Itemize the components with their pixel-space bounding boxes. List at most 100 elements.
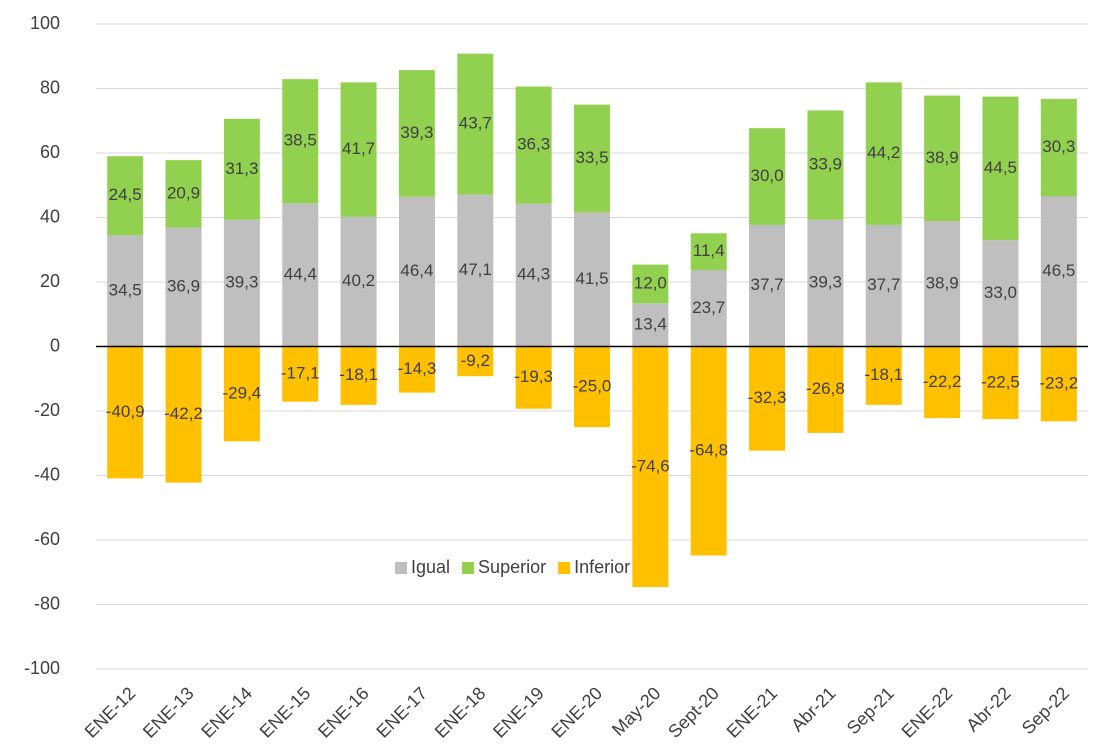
data-label: 33,9 <box>809 155 842 174</box>
bar-segment <box>632 346 669 588</box>
bar-segment <box>223 118 260 220</box>
y-tick-label: -60 <box>34 529 60 549</box>
bar-segment <box>924 95 961 222</box>
bar-segment <box>282 346 319 402</box>
bar-segment <box>515 86 552 204</box>
bar-segment <box>807 346 844 433</box>
data-label: 24,5 <box>109 185 142 204</box>
legend-swatch <box>462 562 475 574</box>
x-tick-label: Abr-22 <box>962 683 1014 735</box>
data-label: -23,2 <box>1039 373 1078 392</box>
y-tick-label: -100 <box>24 658 60 678</box>
bar-segment <box>340 82 377 217</box>
data-label: -40,9 <box>106 402 145 421</box>
bar-segment <box>340 346 377 405</box>
data-label: 40,2 <box>342 271 375 290</box>
x-tick-label: ENE-12 <box>81 683 140 742</box>
x-tick-label: ENE-21 <box>723 683 782 742</box>
data-label: -9,2 <box>461 351 490 370</box>
bar-segment <box>574 346 610 428</box>
bar-segment <box>165 346 202 483</box>
y-tick-label: 20 <box>40 271 60 291</box>
bar-segment <box>340 216 377 347</box>
bar-segment <box>457 346 494 377</box>
x-tick-label: ENE-19 <box>489 683 548 742</box>
bar-segment <box>982 346 1019 420</box>
x-tick-label: Sept-20 <box>664 683 723 742</box>
bar-segment <box>223 219 260 347</box>
data-label: 23,7 <box>692 298 725 317</box>
legend: Igual Superior Inferior <box>395 557 630 577</box>
y-tick-label: 40 <box>40 206 60 226</box>
bar-segment <box>574 212 610 347</box>
y-tick-label: -20 <box>34 400 60 420</box>
x-tick-label: ENE-16 <box>314 683 373 742</box>
data-label: -64,8 <box>689 440 728 459</box>
x-tick-label: ENE-22 <box>898 683 957 742</box>
bar-segment <box>398 196 435 347</box>
y-tick-label: 100 <box>30 13 60 33</box>
data-label: -17,1 <box>281 364 320 383</box>
data-label: 13,4 <box>634 314 667 333</box>
data-label: 33,5 <box>575 148 608 167</box>
data-label: 44,4 <box>284 264 317 283</box>
bar-segment <box>865 82 902 225</box>
bar-segment <box>1040 196 1077 347</box>
data-label: 12,0 <box>634 273 667 292</box>
x-tick-label: ENE-13 <box>139 683 198 742</box>
x-tick-label: ENE-18 <box>431 683 490 742</box>
data-label: 44,3 <box>517 265 550 284</box>
y-tick-label: 60 <box>40 142 60 162</box>
data-label: 34,5 <box>109 280 142 299</box>
x-tick-label: Sep-22 <box>1018 683 1073 738</box>
bar-segment <box>165 227 202 347</box>
data-label: 30,0 <box>751 166 784 185</box>
bar-segment <box>807 110 844 220</box>
bar-segment <box>807 219 844 347</box>
legend-swatch <box>395 562 407 574</box>
data-label: 39,3 <box>809 273 842 292</box>
data-label: 39,3 <box>225 273 258 292</box>
bar-segment <box>282 203 319 347</box>
data-label: 37,7 <box>867 275 900 294</box>
data-label: 41,5 <box>575 269 608 288</box>
data-label: 46,4 <box>400 261 433 280</box>
bar-segment <box>749 128 786 225</box>
bar-segment <box>107 156 144 236</box>
bar-segment <box>982 240 1019 347</box>
y-tick-label: -80 <box>34 593 60 613</box>
bar-segment <box>1040 98 1077 197</box>
bar-segment <box>165 160 202 228</box>
data-label: -25,0 <box>573 376 612 395</box>
legend-swatch <box>558 562 571 574</box>
bar-segment <box>749 346 786 451</box>
bar-segment <box>574 104 610 213</box>
y-tick-label: -40 <box>34 464 60 484</box>
x-tick-label: ENE-17 <box>372 683 431 742</box>
bar-segment <box>632 264 669 304</box>
bar-segment <box>749 224 786 347</box>
data-label: 36,9 <box>167 276 200 295</box>
bar-segment <box>690 270 727 347</box>
data-label: 44,2 <box>867 143 900 162</box>
bar-segment <box>515 203 552 347</box>
data-label: 37,7 <box>751 275 784 294</box>
data-label: 36,3 <box>517 135 550 154</box>
bar-segment <box>690 346 727 556</box>
x-tick-label: ENE-15 <box>256 683 315 742</box>
x-tick-label: ENE-14 <box>197 683 256 742</box>
bar-segment <box>632 303 669 347</box>
x-tick-label: May-20 <box>608 683 665 740</box>
bar-segment <box>457 53 494 195</box>
bar-segment <box>107 346 144 479</box>
data-label: -22,2 <box>923 372 962 391</box>
data-label: 38,9 <box>926 148 959 167</box>
bar-segment <box>457 194 494 347</box>
data-label: 11,4 <box>693 241 725 260</box>
data-label: 38,9 <box>926 273 959 292</box>
data-label: 20,9 <box>167 183 200 202</box>
x-tick-label: ENE-20 <box>547 683 606 742</box>
data-label: -19,3 <box>514 367 553 386</box>
data-label: -29,4 <box>223 383 262 402</box>
